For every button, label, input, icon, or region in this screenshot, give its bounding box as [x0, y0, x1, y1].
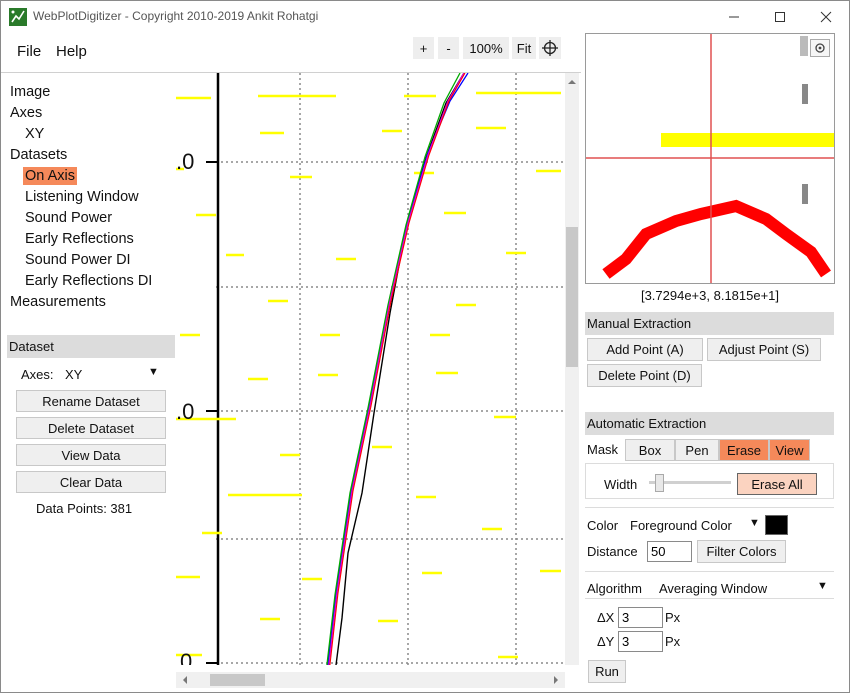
magnifier-image	[586, 34, 834, 283]
cursor-coordinates: [3.7294e+3, 8.1815e+1]	[640, 288, 780, 303]
minimize-icon	[729, 16, 739, 17]
erase-all-button[interactable]: Erase All	[737, 473, 817, 495]
zoom-in-button[interactable]: +	[413, 37, 434, 59]
tree-item-axes[interactable]: Axes	[10, 105, 43, 121]
color-label: Color	[587, 518, 619, 533]
canvas-horizontal-scrollbar[interactable]	[176, 672, 565, 688]
y-tick-label-bottom: 0	[180, 649, 193, 665]
width-slider-track	[649, 481, 731, 484]
plot-canvas[interactable]: .0 .0 0	[176, 73, 565, 665]
mask-label: Mask	[587, 442, 619, 457]
section-divider	[585, 571, 834, 572]
color-mode-select[interactable]: Foreground Color ▼	[628, 515, 762, 535]
delete-point-button[interactable]: Delete Point (D)	[587, 364, 702, 387]
close-icon	[820, 11, 832, 22]
manual-extraction-header: Manual Extraction	[585, 312, 834, 335]
color-swatch[interactable]	[765, 515, 788, 535]
section-divider	[585, 507, 834, 508]
magnifier-view	[585, 33, 835, 284]
algorithm-value: Averaging Window	[659, 581, 768, 596]
tree-item-image[interactable]: Image	[10, 84, 51, 100]
zoom-out-button[interactable]: -	[438, 37, 459, 59]
automatic-extraction-header: Automatic Extraction	[585, 412, 834, 435]
width-label: Width	[604, 477, 638, 492]
tree-item-axes-xy[interactable]: XY	[25, 126, 45, 142]
adjust-point-button[interactable]: Adjust Point (S)	[707, 338, 821, 361]
dataset-panel-header: Dataset	[7, 335, 175, 358]
vertical-scroll-thumb[interactable]	[566, 227, 578, 367]
plot-image	[176, 73, 565, 665]
dropdown-arrow-icon: ▼	[817, 580, 828, 592]
toolbar-divider	[1, 72, 581, 73]
mask-box-button[interactable]: Box	[625, 439, 675, 461]
maximize-button[interactable]	[757, 1, 803, 32]
crosshair-icon	[542, 40, 558, 56]
tree-item-datasets[interactable]: Datasets	[10, 147, 68, 163]
delta-x-unit: Px	[665, 610, 681, 625]
scroll-right-icon	[554, 676, 558, 684]
delta-x-label: ΔX	[597, 610, 615, 625]
mask-pen-button[interactable]: Pen	[675, 439, 719, 461]
dropdown-arrow-icon: ▼	[148, 366, 159, 378]
canvas-vertical-scrollbar[interactable]	[565, 73, 579, 665]
maximize-icon	[775, 11, 785, 22]
y-tick-label-middle: .0	[176, 399, 195, 424]
dropdown-arrow-icon: ▼	[749, 517, 760, 529]
algorithm-select[interactable]: Averaging Window ▼	[657, 578, 829, 598]
axes-select-label: Axes:	[21, 367, 54, 382]
delta-x-input[interactable]	[618, 607, 663, 628]
filter-colors-button[interactable]: Filter Colors	[697, 540, 786, 563]
tree-item-sound-power[interactable]: Sound Power	[25, 210, 113, 226]
distance-input[interactable]	[647, 541, 692, 562]
width-slider[interactable]	[649, 474, 731, 492]
zoom-level-button[interactable]: 100%	[463, 37, 509, 59]
tree-item-early-reflections-di[interactable]: Early Reflections DI	[25, 273, 153, 289]
rename-dataset-button[interactable]: Rename Dataset	[16, 390, 166, 412]
scroll-left-icon	[183, 676, 187, 684]
delta-y-unit: Px	[665, 634, 681, 649]
fit-button[interactable]: Fit	[512, 37, 536, 59]
view-data-button[interactable]: View Data	[16, 444, 166, 466]
tree-item-early-reflections[interactable]: Early Reflections	[25, 231, 134, 247]
mask-view-button[interactable]: View	[769, 439, 810, 461]
distance-label: Distance	[587, 544, 638, 559]
menu-help[interactable]: Help	[56, 43, 87, 60]
delta-y-input[interactable]	[618, 631, 663, 652]
scroll-up-icon	[568, 80, 576, 84]
tree-item-on-axis[interactable]: On Axis	[23, 167, 77, 185]
delete-dataset-button[interactable]: Delete Dataset	[16, 417, 166, 439]
run-button[interactable]: Run	[588, 660, 626, 683]
axes-select[interactable]: XY ▼	[63, 364, 163, 384]
section-divider	[585, 598, 834, 599]
magnifier-settings-button[interactable]	[810, 39, 830, 57]
horizontal-scroll-thumb[interactable]	[210, 674, 265, 686]
y-tick-label-top: .0	[176, 149, 195, 174]
title-bar: WebPlotDigitizer - Copyright 2010-2019 A…	[1, 1, 849, 32]
close-button[interactable]	[803, 1, 849, 32]
color-mode-value: Foreground Color	[630, 518, 732, 533]
app-logo-icon	[9, 8, 27, 26]
algorithm-label: Algorithm	[587, 581, 642, 596]
menu-bar: File Help	[1, 34, 581, 70]
axes-select-value: XY	[65, 367, 83, 382]
tree-item-measurements[interactable]: Measurements	[10, 294, 106, 310]
clear-data-button[interactable]: Clear Data	[16, 471, 166, 493]
gear-icon	[815, 43, 825, 53]
width-slider-thumb[interactable]	[655, 474, 664, 492]
tree-item-listening-window[interactable]: Listening Window	[25, 189, 139, 205]
data-points-count: Data Points: 381	[36, 501, 133, 516]
mask-erase-button[interactable]: Erase	[719, 439, 769, 461]
mask-options-box	[585, 463, 834, 499]
minimize-button[interactable]	[711, 1, 757, 32]
add-point-button[interactable]: Add Point (A)	[587, 338, 703, 361]
delta-y-label: ΔY	[597, 634, 615, 649]
menu-file[interactable]: File	[17, 43, 42, 60]
tree-item-sound-power-di[interactable]: Sound Power DI	[25, 252, 131, 268]
crosshair-button[interactable]	[539, 37, 561, 59]
window-title: WebPlotDigitizer - Copyright 2010-2019 A…	[33, 9, 319, 23]
